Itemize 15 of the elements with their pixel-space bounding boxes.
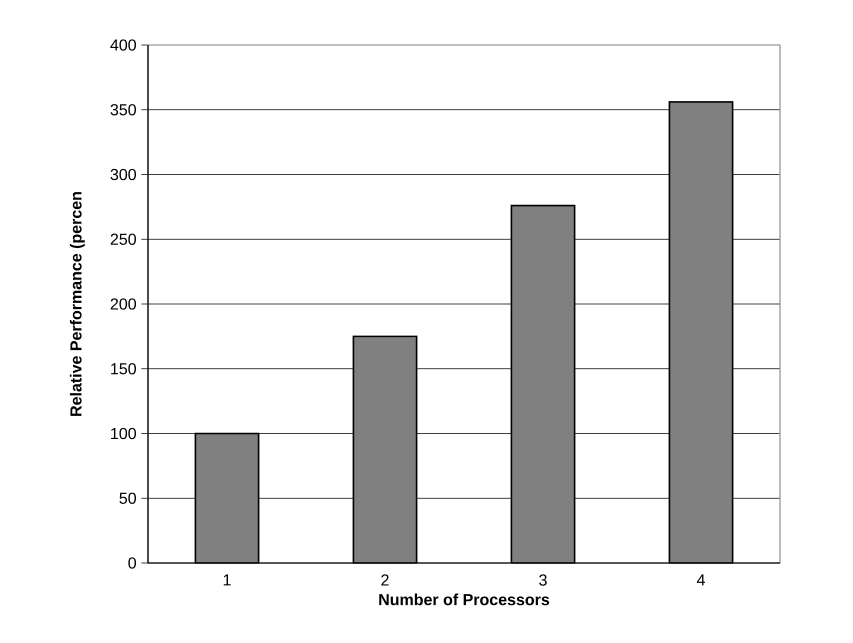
x-tick-label: 2 <box>381 574 389 586</box>
y-tick-label: 150 <box>111 363 136 374</box>
y-tick-label: 250 <box>110 234 136 245</box>
y-tick-label: 0 <box>128 557 136 569</box>
y-axis-title: Relative Performance (percen <box>70 192 85 416</box>
x-tick-label: 3 <box>539 574 547 586</box>
y-tick-label: 100 <box>111 428 136 440</box>
x-tick-label: 4 <box>696 574 705 586</box>
x-tick-label: 1 <box>224 574 231 586</box>
y-tick-label: 300 <box>110 168 136 180</box>
y-tick-label: 350 <box>110 104 136 116</box>
y-tick-label: 50 <box>119 492 136 504</box>
y-tick-label: 400 <box>110 39 136 51</box>
y-tick-label: 200 <box>110 298 136 310</box>
x-axis-title: Number of Processors <box>379 594 550 606</box>
